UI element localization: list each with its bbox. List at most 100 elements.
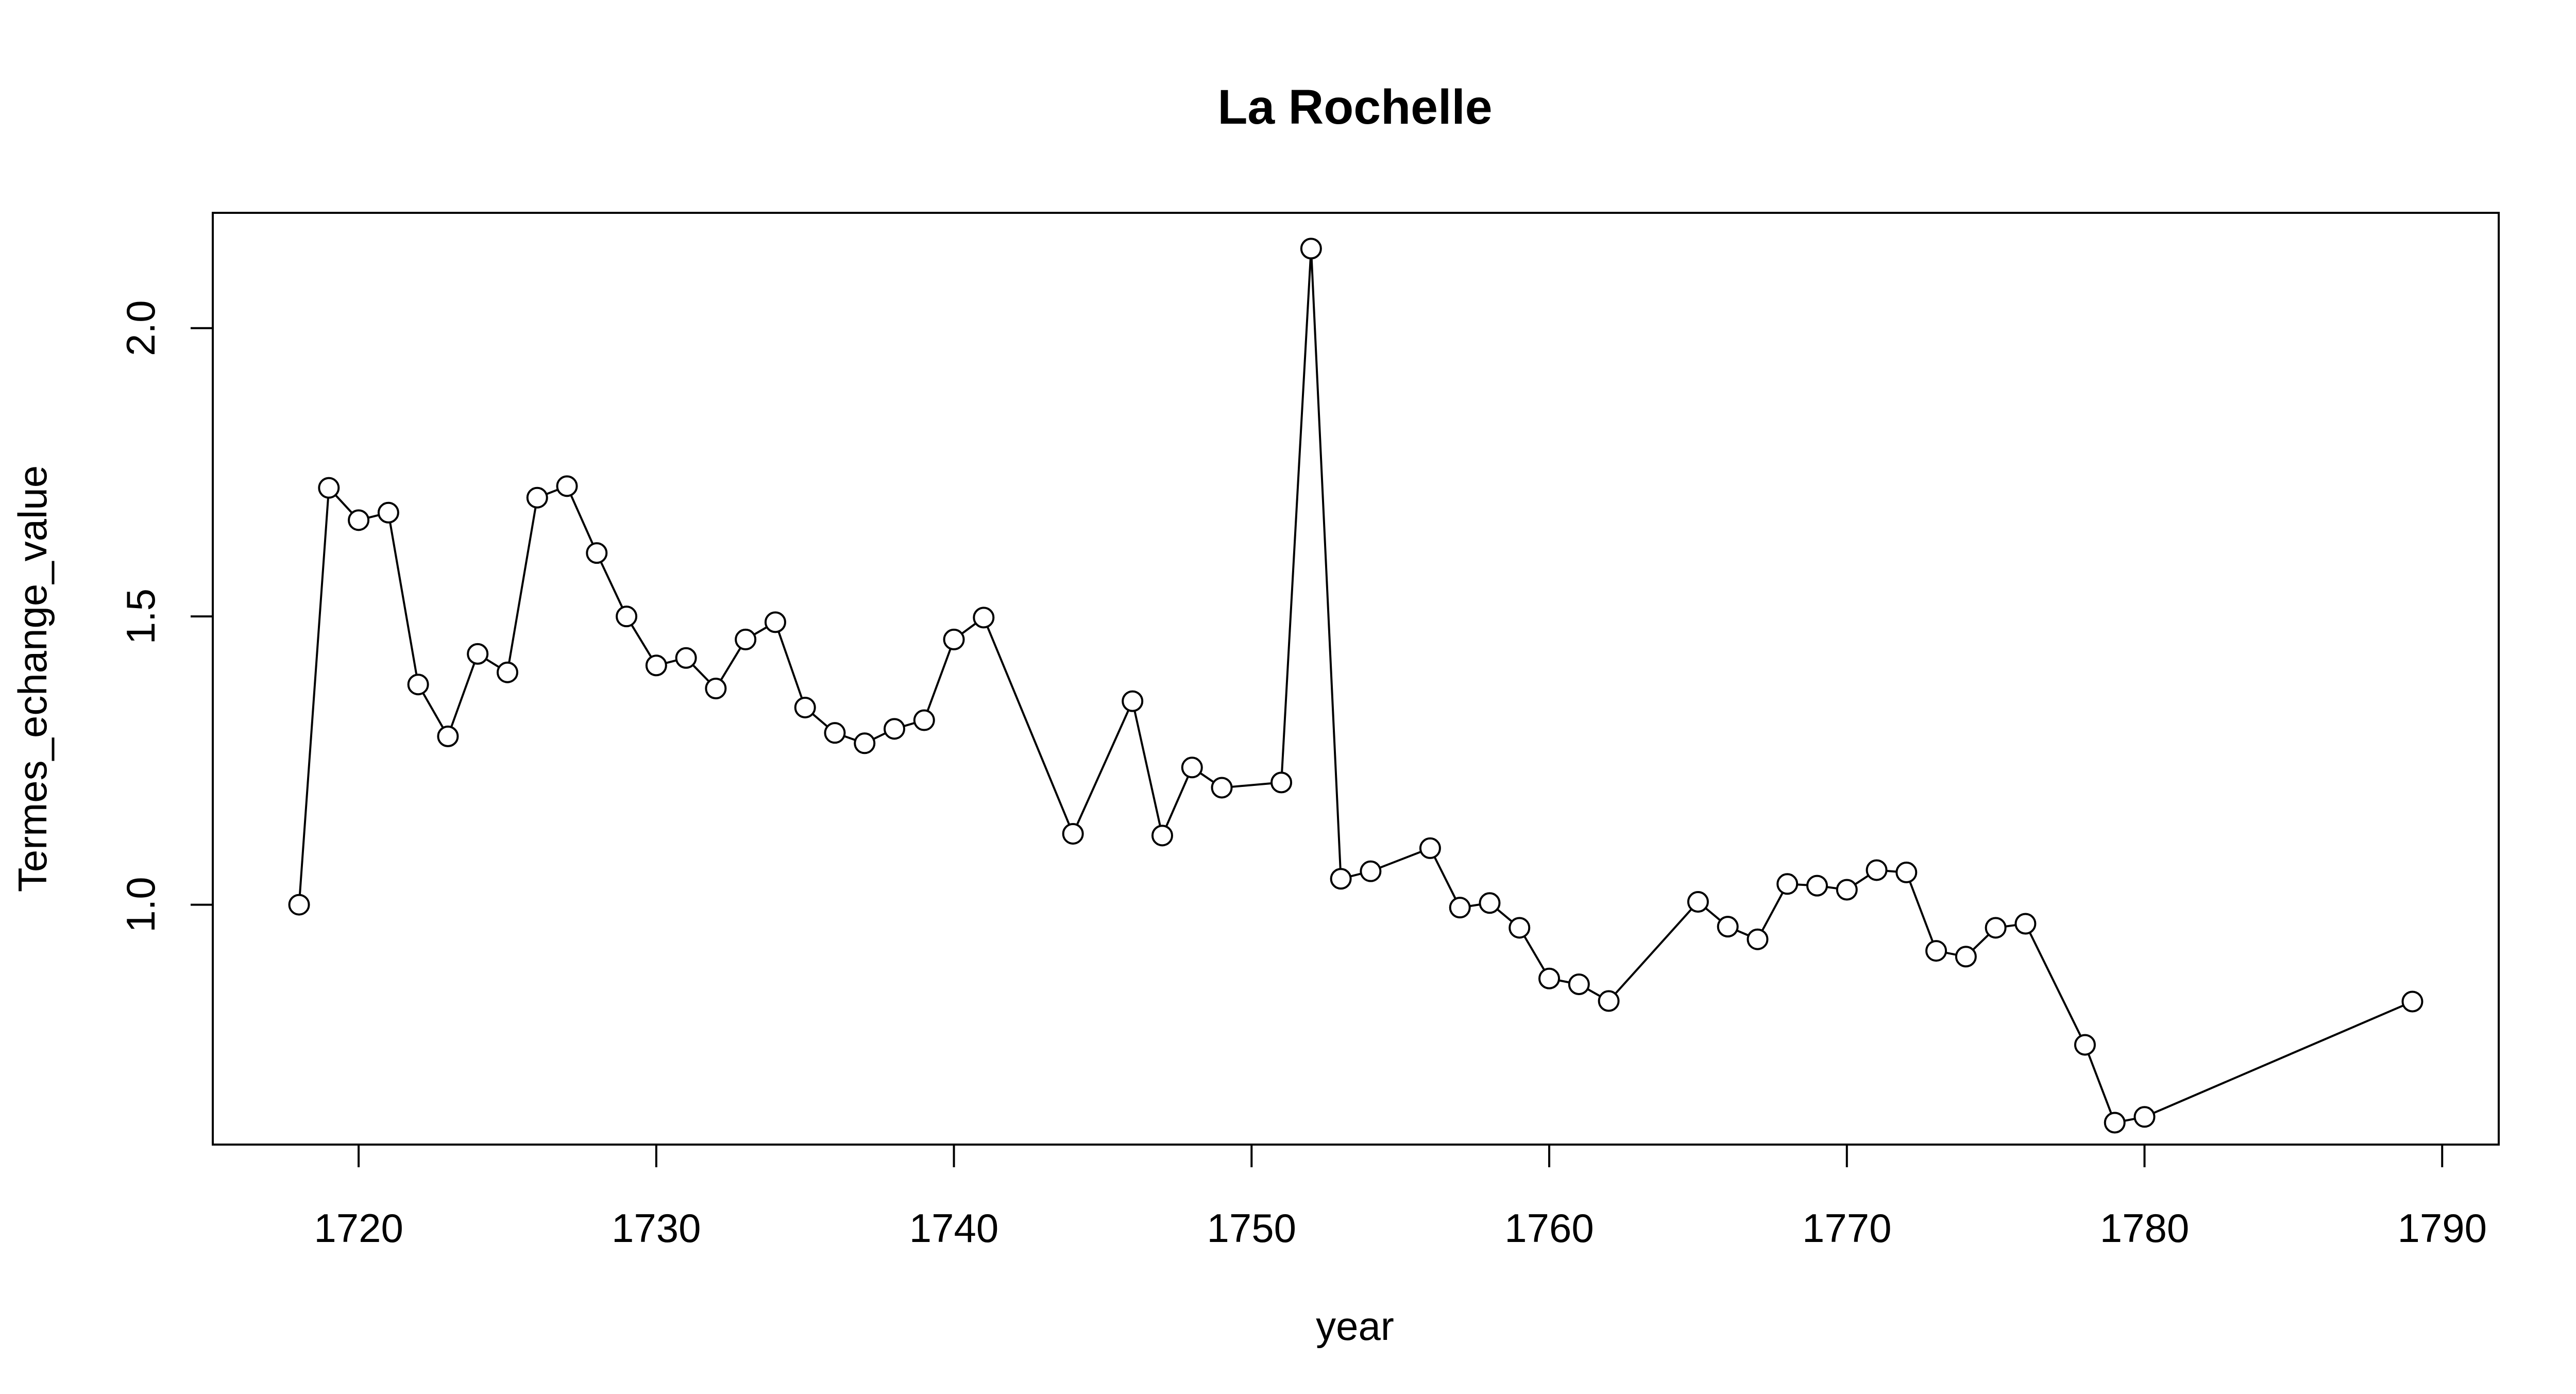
data-point bbox=[1062, 822, 1084, 845]
data-point bbox=[854, 732, 876, 754]
data-point bbox=[496, 661, 518, 683]
series-line-segment bbox=[368, 514, 379, 519]
series-line-segment bbox=[508, 507, 537, 663]
data-point bbox=[407, 674, 429, 696]
series-line-segment bbox=[570, 494, 594, 545]
data-point bbox=[884, 718, 906, 740]
data-point bbox=[1122, 690, 1144, 712]
series-line-segment bbox=[2005, 924, 2016, 928]
series-line-segment bbox=[777, 631, 803, 699]
x-tick-label: 1730 bbox=[612, 1205, 701, 1251]
x-tick-label: 1790 bbox=[2397, 1205, 2487, 1251]
data-point bbox=[794, 696, 816, 718]
series-line-segment bbox=[546, 489, 558, 495]
series-line-segment bbox=[961, 623, 977, 635]
series-line-segment bbox=[1199, 772, 1214, 783]
series-line-segment bbox=[422, 692, 444, 729]
series-line-segment bbox=[1854, 875, 1869, 885]
data-point bbox=[1985, 917, 2007, 939]
series-line-segment bbox=[1310, 258, 1342, 869]
series-line-segment bbox=[1909, 881, 1934, 943]
series-line-segment bbox=[1826, 886, 1838, 889]
data-point bbox=[2104, 1112, 2126, 1134]
series-line-segment bbox=[389, 522, 418, 675]
data-point bbox=[2014, 913, 2037, 935]
data-point bbox=[1479, 892, 1501, 914]
data-point bbox=[824, 722, 846, 744]
y-axis: 1.0 1.5 2.0 bbox=[118, 300, 214, 933]
y-tick-label: 2.0 bbox=[118, 300, 163, 356]
data-point bbox=[1330, 868, 1352, 890]
x-axis-label: year bbox=[1316, 1303, 1394, 1349]
series-line-segment bbox=[1076, 710, 1130, 826]
series-line-segment bbox=[1705, 907, 1721, 921]
data-point bbox=[526, 486, 548, 509]
series-layer bbox=[288, 238, 2424, 1134]
data-point bbox=[705, 678, 727, 700]
series-line-segment bbox=[1496, 908, 1513, 922]
x-tick-label: 1780 bbox=[2100, 1205, 2190, 1251]
data-point bbox=[1955, 946, 1977, 968]
series-line-segment bbox=[1558, 979, 1570, 984]
data-point bbox=[1270, 771, 1293, 794]
data-point bbox=[1687, 891, 1709, 913]
data-point bbox=[288, 894, 310, 916]
series-line-segment bbox=[1761, 892, 1784, 931]
data-point bbox=[556, 475, 578, 497]
data-point bbox=[735, 628, 757, 650]
y-tick-label: 1.5 bbox=[118, 589, 163, 644]
series-line-segment bbox=[1523, 935, 1546, 971]
series-line-segment bbox=[2028, 932, 2082, 1037]
data-point bbox=[437, 725, 459, 747]
data-point bbox=[1509, 917, 1531, 939]
x-tick-label: 1760 bbox=[1504, 1205, 1594, 1251]
data-point bbox=[645, 654, 667, 677]
series-line-segment bbox=[1736, 929, 1749, 937]
series-line-segment bbox=[485, 658, 500, 668]
data-point bbox=[377, 501, 399, 524]
x-tick-label: 1740 bbox=[909, 1205, 999, 1251]
series-line-segment bbox=[631, 624, 652, 658]
series-line-segment bbox=[1945, 951, 1957, 956]
series-line-segment bbox=[873, 732, 886, 740]
series-line-segment bbox=[1886, 869, 1897, 873]
x-tick-label: 1750 bbox=[1207, 1205, 1297, 1251]
series-line-segment bbox=[720, 647, 741, 681]
x-tick-label: 1770 bbox=[1802, 1205, 1892, 1251]
data-point bbox=[348, 509, 370, 531]
data-point bbox=[764, 611, 786, 633]
series-line-segment bbox=[1165, 776, 1189, 827]
series-line-segment bbox=[903, 721, 916, 727]
data-point bbox=[913, 709, 935, 731]
data-point bbox=[1895, 861, 1918, 883]
series-line-segment bbox=[298, 497, 329, 895]
data-point bbox=[943, 628, 965, 650]
data-point bbox=[1151, 825, 1173, 847]
data-point bbox=[675, 647, 697, 669]
series-line-segment bbox=[1379, 850, 1421, 869]
data-point bbox=[2074, 1034, 2096, 1056]
series-line-segment bbox=[1231, 782, 1272, 788]
data-point bbox=[1717, 916, 1739, 938]
y-tick-label: 1.0 bbox=[118, 877, 163, 932]
series-line-segment bbox=[334, 494, 353, 514]
series-line-segment bbox=[986, 626, 1071, 826]
y-axis-label: Termes_echange_value bbox=[10, 465, 55, 892]
data-point bbox=[1776, 873, 1799, 895]
series-line-segment bbox=[1133, 710, 1161, 827]
data-point bbox=[1211, 777, 1233, 799]
data-point bbox=[467, 643, 489, 665]
series-line-segment bbox=[2124, 1117, 2136, 1122]
data-point bbox=[586, 542, 608, 564]
data-point bbox=[1419, 837, 1441, 859]
data-point bbox=[1836, 879, 1858, 901]
data-point bbox=[1806, 875, 1828, 897]
series-line-segment bbox=[1469, 903, 1481, 908]
data-point bbox=[1300, 238, 1322, 260]
data-point bbox=[616, 606, 638, 628]
series-line-segment bbox=[1281, 258, 1312, 773]
series-line-segment bbox=[753, 626, 768, 636]
